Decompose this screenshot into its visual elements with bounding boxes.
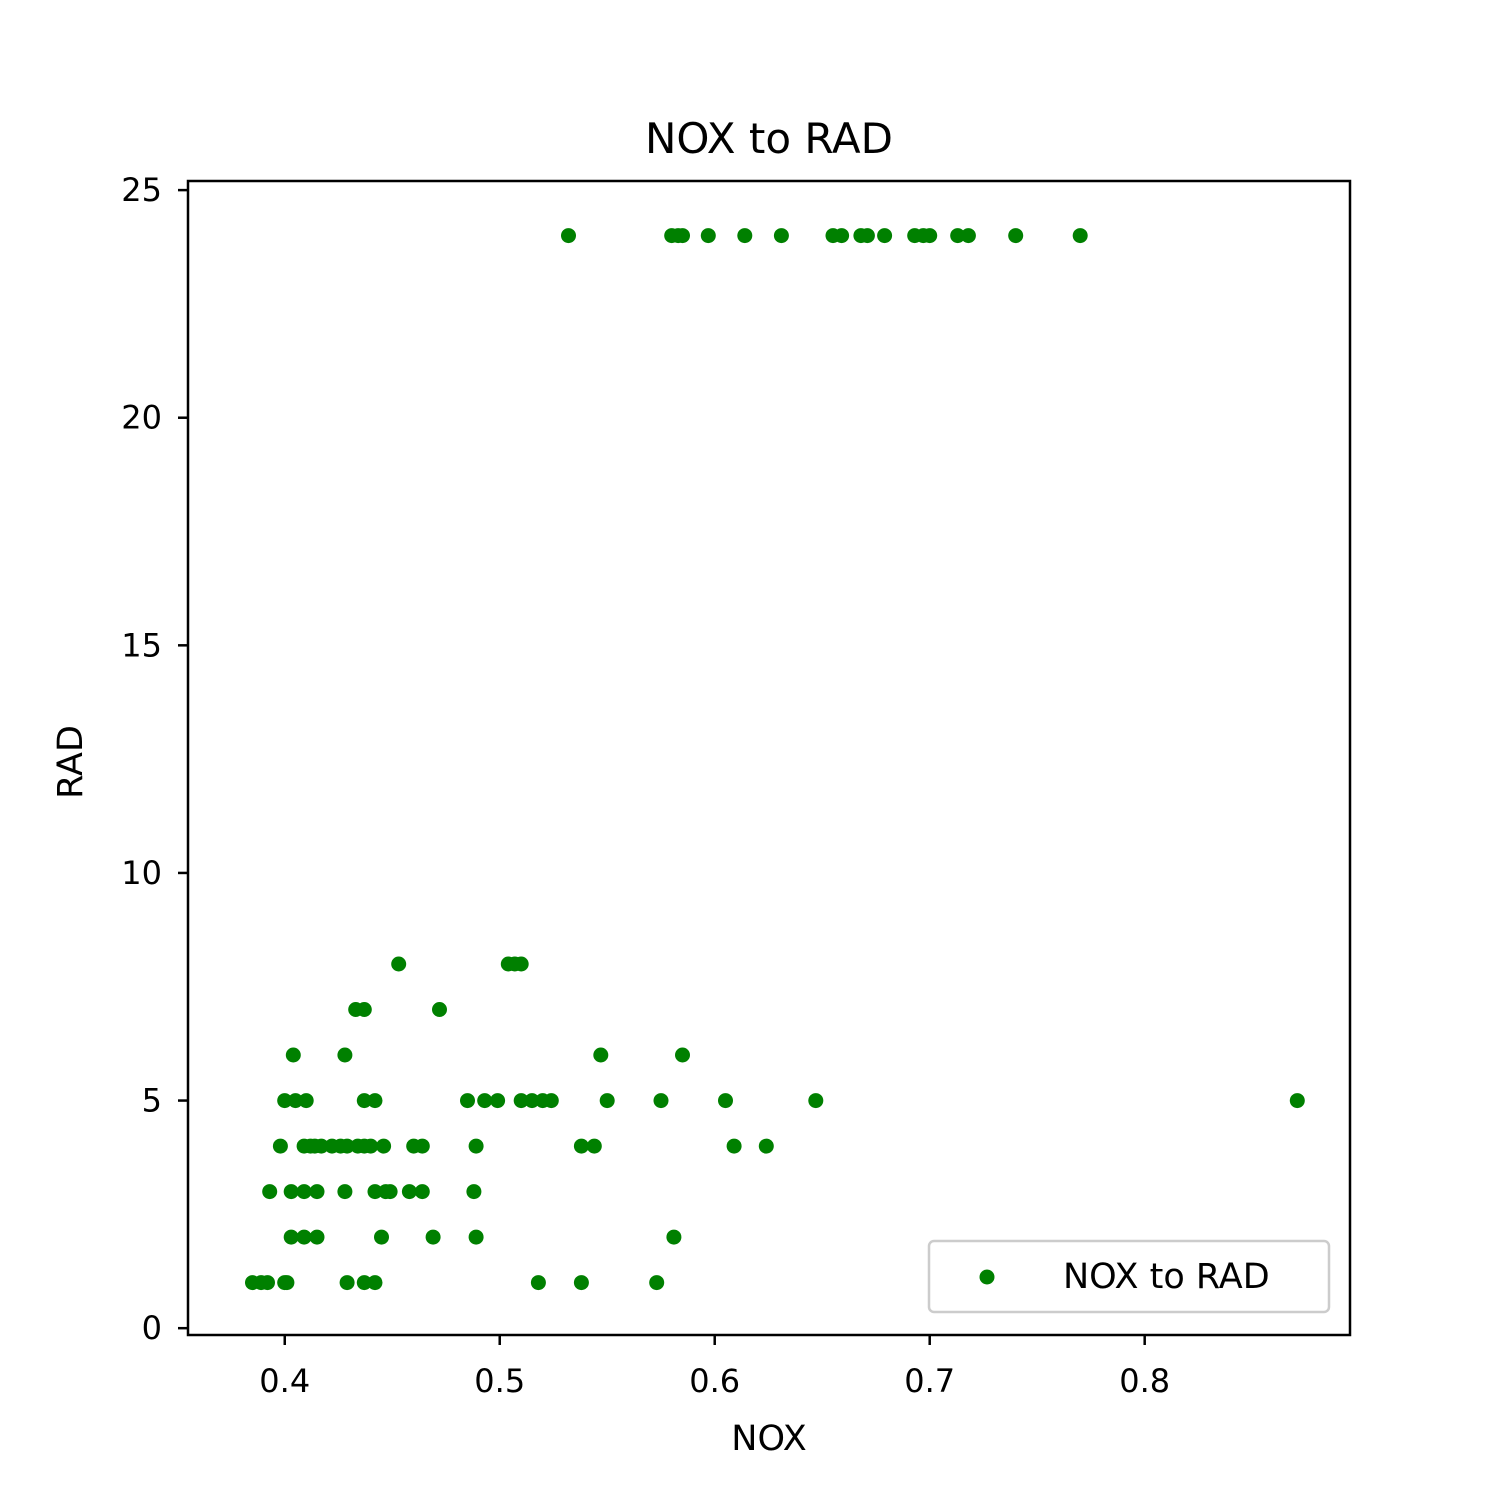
data-point xyxy=(283,1229,299,1245)
x-tick-label: 0.8 xyxy=(1119,1362,1170,1400)
data-point xyxy=(599,1093,615,1109)
data-point xyxy=(363,1138,379,1154)
data-point xyxy=(313,1138,329,1154)
data-point xyxy=(309,1229,325,1245)
data-point xyxy=(367,1093,383,1109)
x-axis-label: NOX xyxy=(731,1419,806,1459)
data-point xyxy=(758,1138,774,1154)
data-point xyxy=(524,1093,540,1109)
data-point xyxy=(356,1093,372,1109)
data-point xyxy=(573,1275,589,1291)
data-point xyxy=(666,1229,682,1245)
data-point xyxy=(737,228,753,244)
data-point xyxy=(339,1138,355,1154)
y-tick-label: 20 xyxy=(121,399,162,437)
data-point xyxy=(279,1275,295,1291)
data-point xyxy=(376,1138,392,1154)
data-point xyxy=(700,228,716,244)
data-point xyxy=(649,1275,665,1291)
data-point xyxy=(1072,228,1088,244)
data-point xyxy=(561,228,576,244)
legend-label: NOX to RAD xyxy=(1063,1257,1270,1297)
data-point xyxy=(414,1184,430,1200)
data-point xyxy=(337,1184,353,1200)
data-point xyxy=(391,956,407,972)
data-point xyxy=(950,228,966,244)
legend-marker xyxy=(979,1269,995,1285)
data-point xyxy=(675,1047,690,1063)
data-point xyxy=(285,1047,301,1063)
data-point xyxy=(288,1093,303,1109)
data-point xyxy=(675,228,690,244)
data-point xyxy=(425,1229,441,1245)
data-point xyxy=(468,1138,484,1154)
plot-area xyxy=(186,179,1352,1337)
data-point xyxy=(530,1275,546,1291)
data-point xyxy=(834,228,850,244)
data-point xyxy=(859,228,875,244)
data-point xyxy=(593,1047,609,1063)
data-point xyxy=(367,1275,383,1291)
data-point xyxy=(726,1138,742,1154)
data-point xyxy=(808,1093,824,1109)
data-point xyxy=(309,1184,325,1200)
data-point xyxy=(718,1093,733,1109)
x-tick-label: 0.6 xyxy=(689,1362,740,1400)
data-point xyxy=(573,1138,589,1154)
data-point xyxy=(367,1184,383,1200)
y-tick-label: 0 xyxy=(142,1309,162,1347)
data-point xyxy=(513,956,529,972)
chart-title: NOX to RAD xyxy=(645,114,893,163)
data-point xyxy=(490,1093,506,1109)
data-point xyxy=(260,1275,275,1291)
data-point xyxy=(468,1229,484,1245)
x-axis-ticks: 0.4 0.5 0.6 0.7 0.8 xyxy=(259,1335,1170,1400)
x-tick-label: 0.4 xyxy=(259,1362,310,1400)
data-point xyxy=(477,1093,493,1109)
points-layer xyxy=(245,228,1305,1291)
data-point xyxy=(877,228,893,244)
data-point xyxy=(414,1138,430,1154)
data-point xyxy=(277,1093,293,1109)
data-point xyxy=(1008,228,1024,244)
data-point xyxy=(432,1002,447,1017)
data-point xyxy=(283,1184,299,1200)
y-tick-label: 25 xyxy=(121,171,162,209)
data-point xyxy=(298,1093,314,1109)
legend-box xyxy=(927,1239,1331,1314)
y-axis-ticks: 0 5 10 15 20 25 xyxy=(121,171,188,1347)
x-tick-label: 0.5 xyxy=(474,1362,525,1400)
data-point xyxy=(1289,1093,1305,1109)
data-point xyxy=(296,1229,312,1245)
data-point xyxy=(272,1138,288,1154)
data-point xyxy=(773,228,789,244)
data-point xyxy=(460,1093,475,1109)
data-point xyxy=(922,228,938,244)
y-tick-label: 5 xyxy=(142,1082,162,1120)
x-tick-label: 0.7 xyxy=(904,1362,955,1400)
data-point xyxy=(356,1002,372,1017)
data-point xyxy=(543,1093,559,1109)
y-tick-label: 10 xyxy=(121,854,162,892)
data-point xyxy=(960,228,976,244)
y-axis-label: RAD xyxy=(51,725,91,799)
data-point xyxy=(337,1047,353,1063)
data-point xyxy=(262,1184,278,1200)
data-point xyxy=(586,1138,602,1154)
data-point xyxy=(401,1184,417,1200)
data-point xyxy=(356,1275,372,1291)
y-tick-label: 15 xyxy=(121,626,162,664)
data-point xyxy=(296,1184,312,1200)
legend: NOX to RAD xyxy=(927,1239,1331,1314)
data-point xyxy=(513,1093,529,1109)
data-point xyxy=(382,1184,398,1200)
data-point xyxy=(466,1184,482,1200)
data-point xyxy=(374,1229,389,1245)
data-point xyxy=(653,1093,669,1109)
data-point xyxy=(339,1275,355,1291)
